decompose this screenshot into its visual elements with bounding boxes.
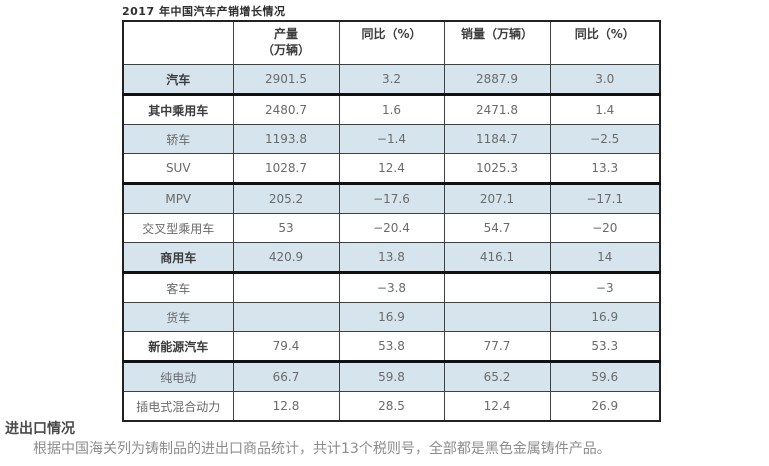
value-cell — [232, 272, 340, 303]
table-title: 2017 年中国汽车产销增长情况 — [122, 5, 286, 18]
header-production-yoy: 同比（%） — [338, 20, 445, 65]
value-cell — [443, 302, 551, 332]
section-paragraph: 根据中国海关列为铸制品的进出口商品统计，共计13个税则号，全部都是黑色金属铸件产… — [33, 440, 611, 457]
value-cell: −20.4 — [338, 213, 445, 243]
header-row: 产量 （万辆） 同比（%） 销量（万辆） 同比（%） — [122, 20, 661, 65]
table-row: MPV 205.2 −17.6 207.1 −17.1 — [122, 183, 661, 214]
table-row: 新能源汽车 79.4 53.8 77.7 53.3 — [122, 331, 661, 363]
table-row: 交叉型乘用车 53 −20.4 54.7 −20 — [122, 213, 661, 243]
import-export-section: 进出口情况 根据中国海关列为铸制品的进出口商品统计，共计13个税则号，全部都是黑… — [5, 421, 765, 458]
value-cell: 79.4 — [232, 331, 340, 363]
value-cell: 3.2 — [338, 64, 445, 96]
row-label: 其中乘用车 — [122, 94, 234, 125]
value-cell: 59.6 — [549, 361, 661, 392]
value-cell: 2480.7 — [232, 94, 340, 125]
value-cell: 420.9 — [232, 242, 340, 274]
auto-production-sales-table: 产量 （万辆） 同比（%） 销量（万辆） 同比（%） 汽车 2901.5 3.2 28… — [122, 20, 661, 422]
header-production: 产量 （万辆） — [232, 20, 340, 65]
table-row: 轿车 1193.8 −1.4 1184.7 −2.5 — [122, 124, 661, 154]
row-label: MPV — [122, 183, 234, 214]
row-label: 客车 — [122, 272, 234, 303]
row-label: 纯电动 — [122, 361, 234, 392]
value-cell: 2887.9 — [443, 64, 551, 96]
value-cell: 66.7 — [232, 361, 340, 392]
value-cell: 3.0 — [549, 64, 661, 96]
row-label: 货车 — [122, 302, 234, 332]
value-cell: 13.8 — [338, 242, 445, 274]
row-label: 商用车 — [122, 242, 234, 274]
value-cell: 12.4 — [443, 391, 551, 422]
row-label: 汽车 — [122, 64, 234, 96]
value-cell: 1028.7 — [232, 153, 340, 185]
value-cell: 12.4 — [338, 153, 445, 185]
value-cell: 12.8 — [232, 391, 340, 422]
value-cell: −17.1 — [549, 183, 661, 214]
value-cell: −20 — [549, 213, 661, 243]
table-row: 其中乘用车 2480.7 1.6 2471.8 1.4 — [122, 94, 661, 125]
table-row: 汽车 2901.5 3.2 2887.9 3.0 — [122, 64, 661, 96]
row-label: 轿车 — [122, 124, 234, 154]
row-label: 插电式混合动力 — [122, 391, 234, 422]
value-cell: 26.9 — [549, 391, 661, 422]
value-cell: −1.4 — [338, 124, 445, 154]
row-label: 新能源汽车 — [122, 331, 234, 363]
table-row: 客车 −3.8 −3 — [122, 272, 661, 303]
row-label: SUV — [122, 153, 234, 185]
value-cell: 65.2 — [443, 361, 551, 392]
value-cell: −2.5 — [549, 124, 661, 154]
header-sales: 销量（万辆） — [443, 20, 551, 65]
header-sales-yoy: 同比（%） — [549, 20, 661, 65]
value-cell: 59.8 — [338, 361, 445, 392]
row-label: 交叉型乘用车 — [122, 213, 234, 243]
value-cell: 416.1 — [443, 242, 551, 274]
value-cell: −3 — [549, 272, 661, 303]
value-cell: 14 — [549, 242, 661, 274]
value-cell: 1025.3 — [443, 153, 551, 185]
value-cell: 53 — [232, 213, 340, 243]
value-cell: −17.6 — [338, 183, 445, 214]
value-cell: 1193.8 — [232, 124, 340, 154]
value-cell: 1.6 — [338, 94, 445, 125]
value-cell: 205.2 — [232, 183, 340, 214]
value-cell: 2471.8 — [443, 94, 551, 125]
section-heading: 进出口情况 — [5, 421, 75, 437]
table-row: 商用车 420.9 13.8 416.1 14 — [122, 242, 661, 274]
value-cell: 77.7 — [443, 331, 551, 363]
table-row: 纯电动 66.7 59.8 65.2 59.6 — [122, 361, 661, 392]
value-cell: 207.1 — [443, 183, 551, 214]
header-label-empty — [122, 20, 234, 65]
table-row: SUV 1028.7 12.4 1025.3 13.3 — [122, 153, 661, 185]
value-cell: 16.9 — [338, 302, 445, 332]
value-cell: 16.9 — [549, 302, 661, 332]
value-cell: 13.3 — [549, 153, 661, 185]
value-cell: 54.7 — [443, 213, 551, 243]
table-row: 货车 16.9 16.9 — [122, 302, 661, 332]
value-cell — [232, 302, 340, 332]
value-cell: 1.4 — [549, 94, 661, 125]
value-cell — [443, 272, 551, 303]
value-cell: 2901.5 — [232, 64, 340, 96]
value-cell: 53.8 — [338, 331, 445, 363]
table-row: 插电式混合动力 12.8 28.5 12.4 26.9 — [122, 391, 661, 422]
value-cell: 53.3 — [549, 331, 661, 363]
value-cell: 28.5 — [338, 391, 445, 422]
value-cell: 1184.7 — [443, 124, 551, 154]
value-cell: −3.8 — [338, 272, 445, 303]
